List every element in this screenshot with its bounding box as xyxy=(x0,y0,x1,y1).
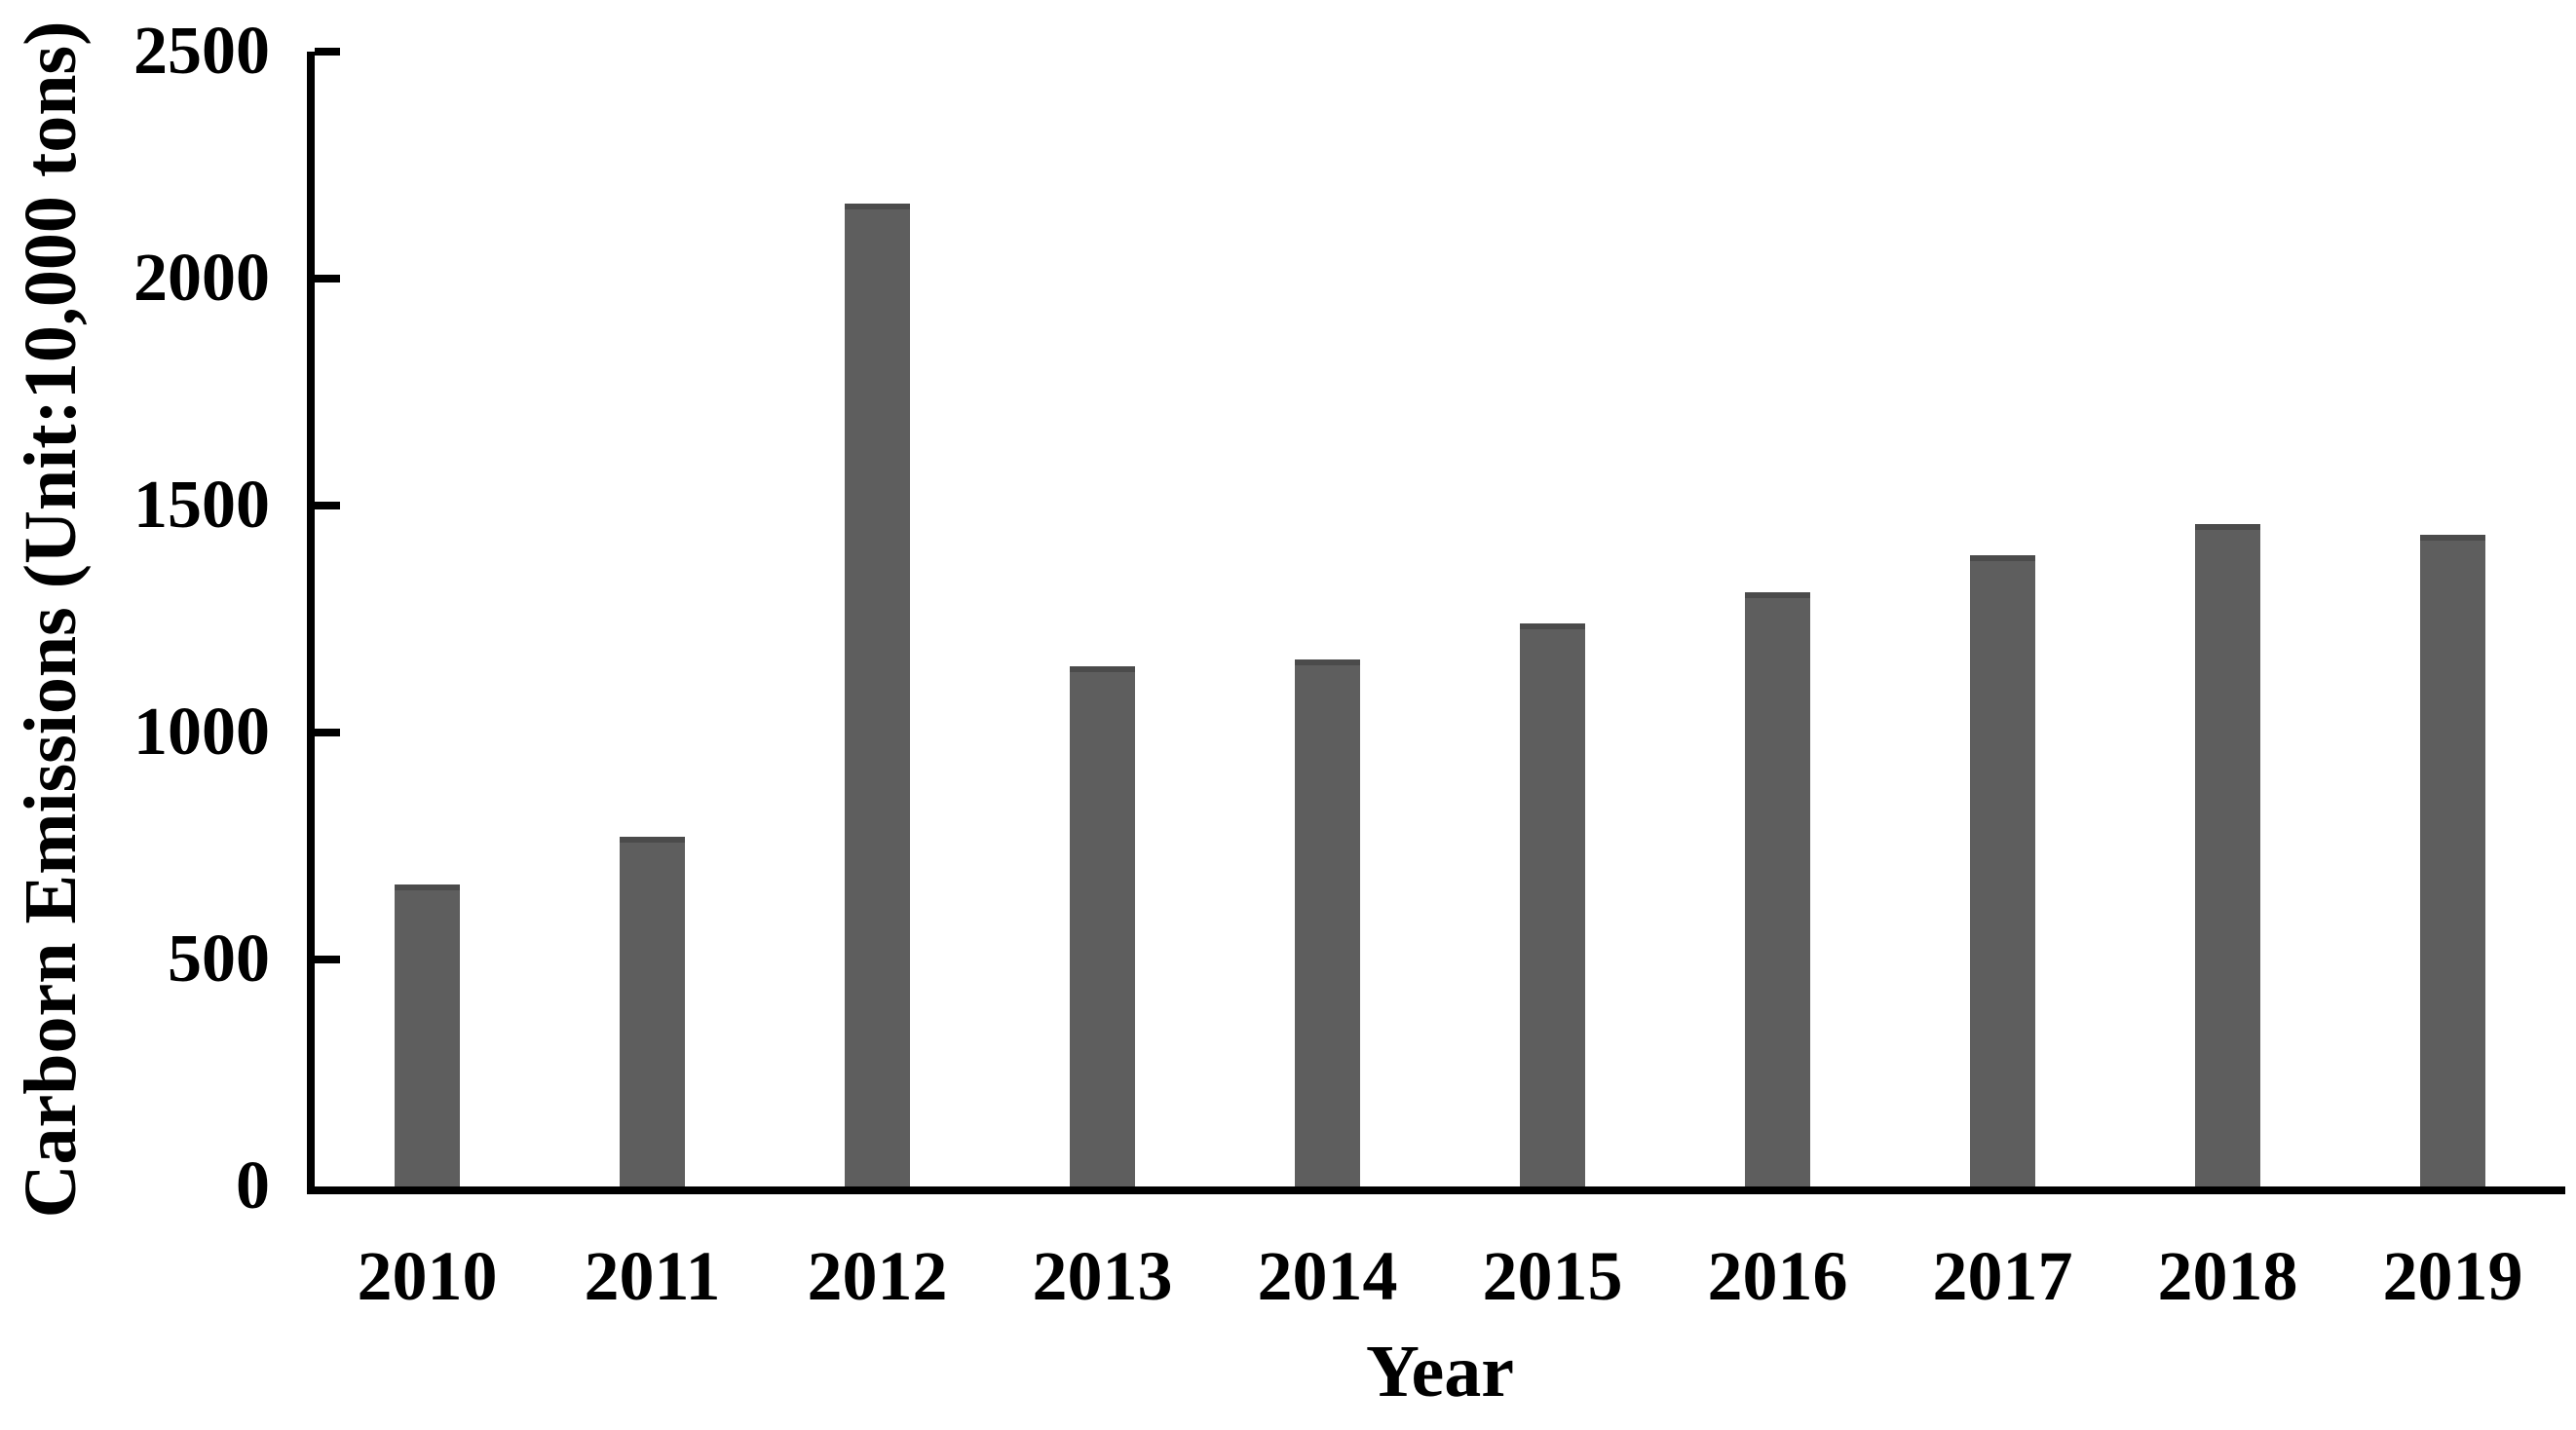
bar-slot-2013 xyxy=(990,52,1215,1186)
x-axis-title: Year xyxy=(1366,1331,1514,1412)
y-tick-label: 2500 xyxy=(133,14,270,89)
x-tick-label-2011: 2011 xyxy=(584,1237,721,1315)
x-tick-label-2010: 2010 xyxy=(357,1237,498,1315)
y-tick-label: 0 xyxy=(236,1148,270,1223)
bar-slot-2011 xyxy=(540,52,765,1186)
y-tick-label: 500 xyxy=(168,922,270,997)
bar-2011 xyxy=(620,837,685,1186)
bar-2013 xyxy=(1070,666,1135,1186)
x-axis-category-labels: 2010 2011 2012 2013 2014 2015 2016 2017 2018 2019 xyxy=(315,1239,2565,1313)
bar-slot-2017 xyxy=(1890,52,2115,1186)
bar-slot-2016 xyxy=(1665,52,1890,1186)
x-tick-label-2016: 2016 xyxy=(1707,1237,1848,1315)
x-tick-label-2017: 2017 xyxy=(1932,1237,2073,1315)
bar-2015 xyxy=(1520,623,1585,1186)
bar-slot-2019 xyxy=(2340,52,2565,1186)
bar-slot-2010 xyxy=(315,52,540,1186)
y-axis-line xyxy=(307,52,315,1194)
y-tick-mark xyxy=(315,48,340,56)
x-tick-label-2014: 2014 xyxy=(1257,1237,1398,1315)
bar-2012 xyxy=(845,204,910,1186)
y-axis-tick-labels: 0 500 1000 1500 2000 2500 xyxy=(0,18,270,1221)
x-tick-label-2012: 2012 xyxy=(807,1237,948,1315)
y-tick-mark xyxy=(315,502,340,509)
bar-slot-2014 xyxy=(1215,52,1440,1186)
y-tick-label: 1000 xyxy=(133,695,270,770)
bar-2019 xyxy=(2420,535,2485,1186)
bar-2010 xyxy=(395,884,460,1186)
bar-2018 xyxy=(2195,523,2260,1186)
y-tick-mark xyxy=(315,729,340,736)
bar-slot-2015 xyxy=(1440,52,1665,1186)
bar-slot-2018 xyxy=(2115,52,2340,1186)
bar-slot-2012 xyxy=(765,52,990,1186)
x-tick-label-2018: 2018 xyxy=(2157,1237,2298,1315)
y-tick-mark xyxy=(315,275,340,282)
y-tick-label: 2000 xyxy=(133,241,270,316)
bar-2017 xyxy=(1970,555,2035,1186)
plot-area xyxy=(315,52,2565,1186)
x-tick-label-2013: 2013 xyxy=(1032,1237,1173,1315)
x-tick-label-2019: 2019 xyxy=(2382,1237,2523,1315)
bars-container xyxy=(315,52,2565,1186)
bar-2016 xyxy=(1745,591,1810,1186)
y-tick-mark xyxy=(315,956,340,963)
bar-2014 xyxy=(1295,659,1360,1186)
x-axis-line xyxy=(307,1186,2565,1194)
x-tick-label-2015: 2015 xyxy=(1482,1237,1623,1315)
y-tick-label: 1500 xyxy=(133,468,270,543)
y-axis-tick-marks xyxy=(315,48,340,1186)
